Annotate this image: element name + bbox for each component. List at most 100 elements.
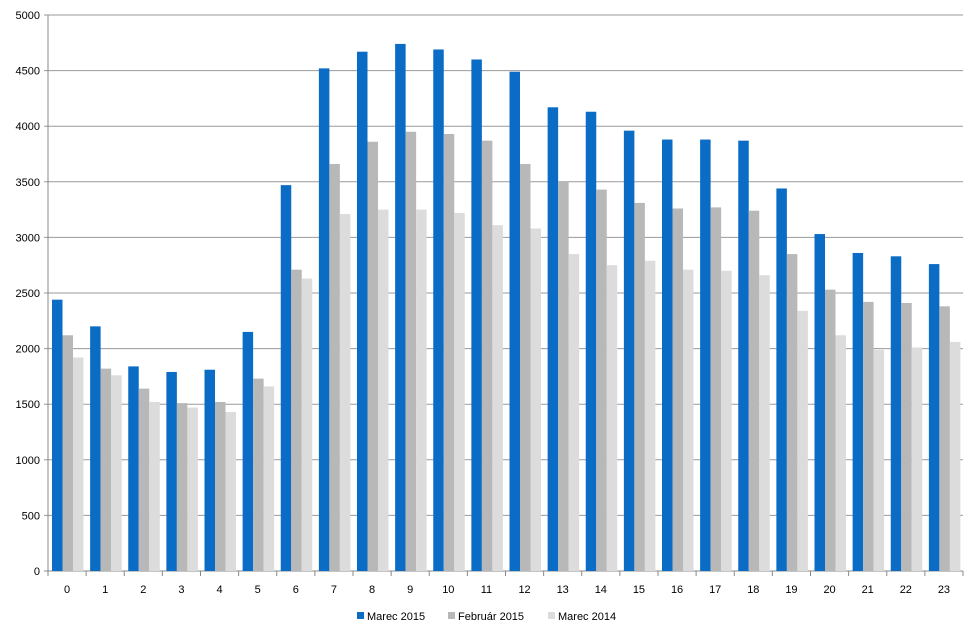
x-tick-label: 15: [633, 584, 645, 596]
x-tick-label: 5: [255, 584, 261, 596]
bar-marec-2014-6: [301, 278, 313, 571]
bar-marec-2015-23: [928, 264, 940, 571]
bar-marec-2014-14: [606, 265, 618, 571]
bar-marec-2014-8: [378, 209, 389, 571]
legend-label: Marec 2014: [558, 611, 616, 623]
bar-marec-2015-4: [204, 369, 215, 571]
bar-febru-r-2015-17: [710, 207, 722, 571]
bar-febru-r-2015-23: [939, 306, 950, 571]
bar-febru-r-2015-19: [786, 254, 798, 571]
bar-febru-r-2015-7: [329, 164, 340, 571]
x-tick-label: 19: [785, 584, 797, 596]
legend-swatch: [357, 612, 364, 619]
bar-marec-2015-14: [585, 111, 597, 571]
bar-febru-r-2015-5: [253, 378, 264, 571]
bar-febru-r-2015-4: [215, 401, 226, 571]
bar-marec-2014-20: [835, 335, 846, 571]
legend: Marec 2015 Február 2015 Marec 2014: [357, 611, 616, 623]
bar-febru-r-2015-3: [176, 403, 188, 571]
bar-marec-2015-9: [395, 43, 406, 572]
bar-febru-r-2015-2: [138, 388, 150, 571]
bar-marec-2014-11: [492, 225, 503, 571]
bar-marec-2015-7: [318, 68, 330, 571]
bar-marec-2015-8: [357, 51, 368, 572]
bar-marec-2014-21: [873, 349, 885, 571]
bar-marec-2014-1: [111, 375, 122, 571]
bar-marec-2015-12: [509, 71, 520, 571]
bar-febru-r-2015-15: [634, 202, 645, 572]
bar-marec-2015-19: [776, 188, 787, 572]
bar-marec-2015-5: [242, 331, 254, 571]
x-tick-label: 9: [407, 584, 413, 596]
x-tick-label: 23: [938, 584, 950, 596]
bar-febru-r-2015-14: [596, 189, 607, 572]
x-tick-label: 17: [709, 584, 721, 596]
bar-febru-r-2015-13: [558, 181, 569, 572]
bar-marec-2014-4: [225, 411, 236, 571]
bar-febru-r-2015-16: [672, 208, 683, 571]
x-tick-label: 20: [823, 584, 835, 596]
y-tick-label: 3500: [16, 177, 40, 189]
bar-marec-2014-19: [797, 310, 808, 571]
bar-marec-2014-5: [263, 386, 275, 571]
bar-marec-2015-13: [547, 107, 559, 572]
x-tick-label: 7: [331, 584, 337, 596]
x-tick-label: 21: [862, 584, 874, 596]
legend-swatch: [548, 612, 555, 619]
bar-marec-2015-16: [662, 139, 673, 571]
x-tick-label: 6: [293, 584, 299, 596]
x-tick-label: 18: [747, 584, 759, 596]
bars: [52, 43, 961, 572]
bar-marec-2015-11: [471, 59, 482, 571]
y-tick-label: 4500: [16, 66, 40, 78]
x-tick-label: 2: [140, 584, 146, 596]
bar-marec-2015-1: [90, 326, 101, 571]
bar-marec-2015-17: [700, 139, 711, 571]
bar-marec-2014-12: [530, 228, 541, 571]
bar-febru-r-2015-10: [443, 133, 455, 571]
bar-marec-2015-6: [280, 185, 292, 572]
y-tick-label: 3000: [16, 232, 40, 244]
bar-marec-2014-0: [73, 357, 84, 571]
y-tick-label: 500: [22, 510, 40, 522]
x-tick-label: 14: [595, 584, 607, 596]
bar-marec-2015-10: [433, 49, 444, 572]
bar-marec-2015-15: [623, 130, 635, 571]
bar-marec-2014-23: [949, 341, 961, 571]
y-tick-label: 1500: [16, 399, 40, 411]
bar-marec-2015-22: [890, 256, 902, 571]
bar-marec-2015-3: [166, 371, 177, 571]
bar-marec-2014-3: [187, 407, 198, 571]
x-tick-label: 16: [671, 584, 683, 596]
bar-febru-r-2015-9: [405, 131, 417, 571]
bar-marec-2014-13: [568, 254, 580, 571]
bar-marec-2014-15: [644, 260, 656, 571]
bar-marec-2015-0: [52, 299, 63, 571]
bar-febru-r-2015-22: [901, 303, 912, 571]
bar-febru-r-2015-8: [367, 141, 378, 571]
x-tick-label: 8: [369, 584, 375, 596]
bar-marec-2015-2: [128, 366, 139, 571]
x-tick-label: 12: [518, 584, 530, 596]
legend-swatch: [448, 612, 455, 619]
y-axis: 0 500 1000 1500 2000 2500 3000 3500 4000 4500 5000: [16, 10, 49, 578]
bar-febru-r-2015-6: [291, 269, 302, 571]
bar-marec-2015-18: [738, 140, 749, 571]
bar-marec-2014-9: [416, 209, 427, 571]
bar-marec-2014-18: [759, 275, 770, 571]
bar-febru-r-2015-20: [825, 289, 836, 571]
x-tick-label: 4: [217, 584, 223, 596]
x-axis: 0 1 2 3 4 5 6 7 8 9 10 11 12 13 14 15 16 17 18 19 20 21 22 23: [47, 571, 964, 596]
legend-label: Marec 2015: [367, 611, 425, 623]
bar-marec-2014-2: [149, 401, 160, 571]
x-tick-label: 0: [64, 584, 70, 596]
x-tick-label: 3: [178, 584, 184, 596]
bar-marec-2014-17: [721, 270, 732, 571]
x-tick-label: 1: [102, 584, 108, 596]
bar-febru-r-2015-11: [481, 140, 493, 571]
x-tick-label: 10: [442, 584, 454, 596]
bar-marec-2014-22: [911, 347, 923, 571]
bar-febru-r-2015-21: [863, 301, 874, 571]
bar-marec-2015-20: [814, 234, 825, 571]
